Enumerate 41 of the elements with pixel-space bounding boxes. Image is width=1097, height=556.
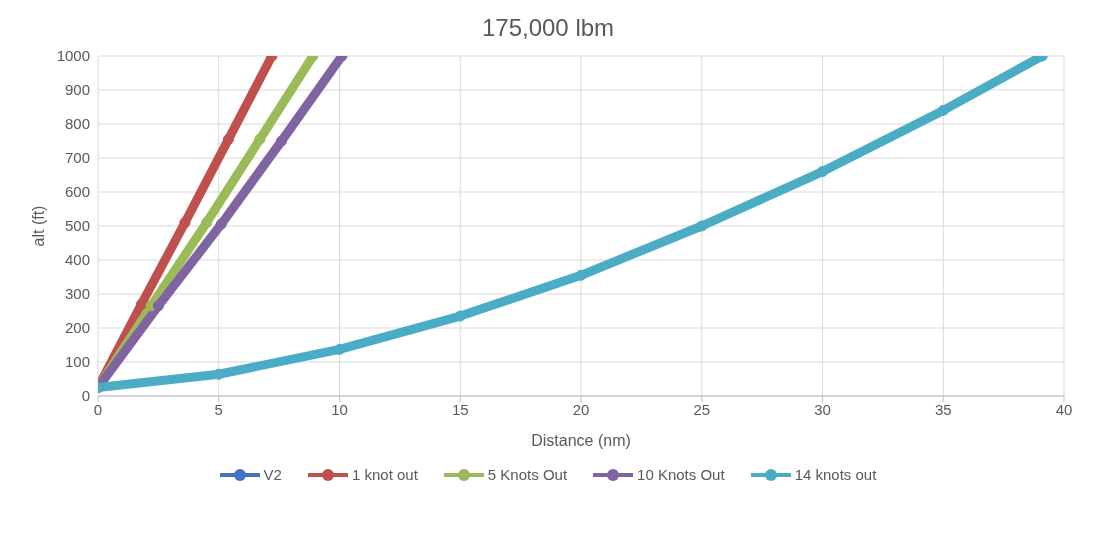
y-tick-label: 1000 bbox=[56, 47, 90, 65]
y-tick-label: 700 bbox=[64, 149, 90, 167]
legend-label: 5 Knots Out bbox=[487, 466, 568, 483]
legend-label: 1 knot out bbox=[351, 466, 418, 483]
point bbox=[254, 133, 266, 145]
x-tick-label: 0 bbox=[93, 400, 103, 418]
x-tick-label: 10 bbox=[331, 400, 348, 418]
point bbox=[817, 166, 828, 178]
x-tick-label: 35 bbox=[934, 400, 952, 418]
y-tick-label: 100 bbox=[64, 353, 90, 371]
x-tick-label: 30 bbox=[814, 400, 831, 418]
point bbox=[179, 217, 191, 229]
chart-title: 175,000 lbm bbox=[480, 14, 616, 42]
point bbox=[152, 300, 164, 312]
x-tick-label: 25 bbox=[693, 400, 711, 418]
x-tick-label: 40 bbox=[1055, 400, 1073, 418]
y-tick-label: 300 bbox=[64, 285, 90, 303]
point bbox=[575, 269, 587, 281]
point bbox=[696, 220, 708, 232]
y-tick-label: 900 bbox=[64, 81, 90, 99]
y-axis-title: alt (ft) bbox=[29, 205, 47, 247]
y-tick-label: 0 bbox=[81, 387, 90, 405]
point bbox=[135, 298, 147, 310]
y-tick-label: 600 bbox=[64, 183, 90, 201]
x-tick-label: 15 bbox=[451, 400, 469, 418]
y-tick-label: 500 bbox=[64, 217, 90, 235]
y-tick-label: 800 bbox=[64, 115, 90, 133]
y-tick-label: 400 bbox=[64, 251, 90, 269]
point bbox=[201, 217, 213, 229]
point bbox=[215, 218, 227, 230]
legend-label: 10 Knots Out bbox=[637, 466, 725, 483]
legend-label: V2 bbox=[263, 466, 282, 483]
y-tick-label: 200 bbox=[64, 319, 90, 337]
x-tick-label: 5 bbox=[214, 400, 223, 418]
point bbox=[937, 104, 949, 116]
x-axis-title: Distance (nm) bbox=[531, 432, 631, 449]
point bbox=[222, 133, 234, 145]
point bbox=[334, 343, 345, 355]
legend-label: 14 knots out bbox=[794, 466, 877, 483]
x-tick-label: 20 bbox=[572, 400, 590, 418]
point bbox=[276, 135, 288, 147]
